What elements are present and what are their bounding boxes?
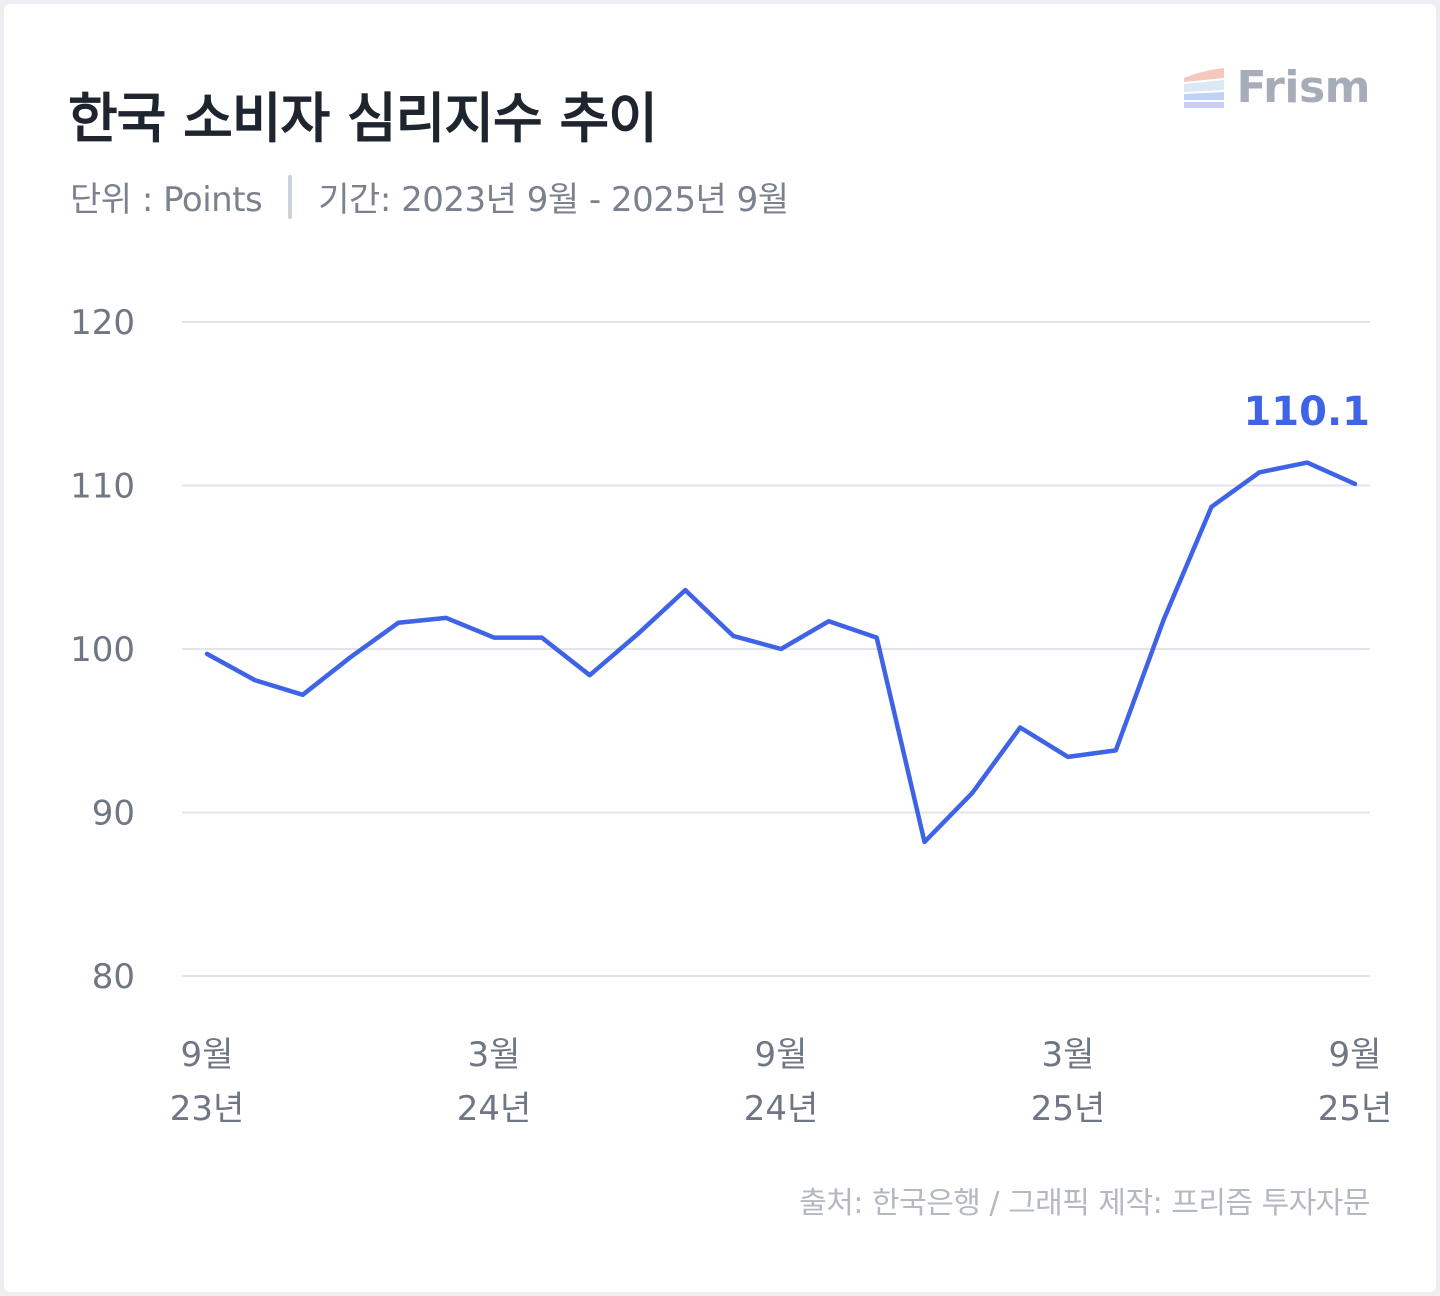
frism-logo-icon xyxy=(1184,67,1225,108)
y-tick-label: 110 xyxy=(70,467,135,507)
annotation-layer: 110.1 xyxy=(1243,389,1370,435)
brand-logo: Frism xyxy=(1184,62,1370,113)
x-tick-month: 3월 xyxy=(1042,1035,1095,1075)
y-tick-label: 90 xyxy=(92,794,135,834)
x-tick-year: 24년 xyxy=(457,1089,532,1129)
x-tick-year: 25년 xyxy=(1318,1089,1393,1129)
period-label: 기간: 2023년 9월 - 2025년 9월 xyxy=(318,180,789,220)
x-axis-ticks: 9월 23년 3월 24년 9월 24년 3월 25년 9월 25년 xyxy=(170,1035,1393,1129)
series-line xyxy=(204,460,1358,845)
x-tick-month: 3월 xyxy=(468,1035,521,1075)
chart-subtitle: 단위 : Points 기간: 2023년 9월 - 2025년 9월 xyxy=(70,172,789,221)
brand-name: Frism xyxy=(1236,62,1370,113)
y-tick-label: 120 xyxy=(70,303,135,343)
last-value-label: 110.1 xyxy=(1243,389,1370,435)
chart-title: 한국 소비자 심리지수 추이 xyxy=(68,87,658,150)
x-tick-year: 25년 xyxy=(1031,1089,1106,1129)
subtitle-divider xyxy=(288,174,293,219)
x-tick-month: 9월 xyxy=(755,1035,808,1075)
x-tick-year: 24년 xyxy=(744,1089,819,1129)
y-tick-label: 100 xyxy=(70,630,135,670)
source-note: 출처: 한국은행 / 그래픽 제작: 프리즘 투자자문 xyxy=(799,1186,1370,1221)
x-tick-year: 23년 xyxy=(170,1089,245,1129)
y-axis-ticks: 120 110 100 90 80 xyxy=(70,303,135,997)
series-layer xyxy=(204,460,1358,845)
unit-label: 단위 : Points xyxy=(70,180,263,220)
x-tick-month: 9월 xyxy=(1329,1035,1382,1075)
x-tick-month: 9월 xyxy=(181,1035,234,1075)
y-tick-label: 80 xyxy=(92,957,135,997)
